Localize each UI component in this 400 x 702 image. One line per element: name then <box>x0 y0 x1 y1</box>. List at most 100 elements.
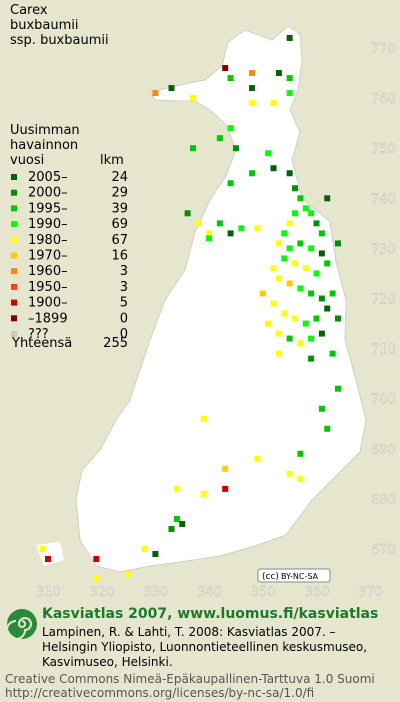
observation-square <box>152 90 159 97</box>
observation-square <box>275 350 282 357</box>
observation-square <box>286 34 293 41</box>
observation-square <box>227 180 234 187</box>
observation-square <box>318 250 325 257</box>
observation-square <box>302 265 309 272</box>
observation-square <box>200 490 207 497</box>
y-grid-label: 670 <box>371 543 396 558</box>
brand: Kasviatlas 2007, www.luomus.fi/kasviatla… <box>42 606 378 622</box>
observation-square <box>318 295 325 302</box>
observation-square <box>292 260 299 267</box>
legend-count: 3 <box>120 280 128 295</box>
observation-square <box>39 546 46 552</box>
observation-square <box>329 350 336 357</box>
legend-count: 67 <box>111 233 128 248</box>
observation-square <box>270 100 277 107</box>
legend-col-count: lkm <box>100 153 124 168</box>
legend-swatch <box>11 252 17 259</box>
observation-square <box>324 260 331 267</box>
observation-square <box>334 315 341 322</box>
legend-label: 1950– <box>28 280 68 295</box>
license-badge-label: BY-NC-SA <box>281 572 319 581</box>
observation-square <box>254 455 261 462</box>
observation-square <box>141 546 148 552</box>
observation-square <box>216 220 223 227</box>
legend-count: 39 <box>111 201 128 216</box>
observation-square <box>297 240 304 247</box>
license-text: http://creativecommons.org/licenses/by-n… <box>5 686 314 700</box>
observation-square <box>249 85 256 92</box>
y-grid-label: 700 <box>371 393 396 408</box>
observation-square <box>281 255 288 262</box>
observation-square <box>200 415 207 422</box>
x-grid-label: 350 <box>251 585 276 600</box>
observation-square <box>318 405 325 412</box>
legend-swatch <box>11 236 17 243</box>
observation-square <box>265 320 272 327</box>
legend-label: 1970– <box>28 249 68 264</box>
observation-square <box>249 100 256 107</box>
legend-label: 1995– <box>28 201 68 216</box>
observation-square <box>222 465 229 472</box>
legend-total: 255 <box>103 336 128 351</box>
observation-square <box>259 290 266 297</box>
species-name: ssp. buxbaumii <box>10 33 109 48</box>
y-grid-label: 730 <box>371 242 396 257</box>
observation-square <box>308 290 315 297</box>
observation-square <box>206 235 213 242</box>
x-grid-label: 360 <box>305 585 330 600</box>
observation-square <box>286 75 293 82</box>
observation-square <box>227 125 234 132</box>
legend-header: havainnon <box>10 138 78 153</box>
observation-square <box>275 240 282 247</box>
legend-label: 2005– <box>28 170 68 185</box>
citation: Lampinen, R. & Lahti, T. 2008: Kasviatla… <box>42 625 336 639</box>
observation-square <box>249 70 256 77</box>
observation-square <box>173 515 180 522</box>
observation-square <box>206 230 213 237</box>
observation-square <box>302 320 309 327</box>
observation-square <box>286 170 293 177</box>
observation-square <box>286 335 293 342</box>
species-name: Carex <box>10 3 48 18</box>
legend-count: 29 <box>111 186 128 201</box>
observation-square <box>270 165 277 172</box>
observation-square <box>275 70 282 77</box>
legend-header: Uusimman <box>10 123 80 138</box>
legend-label: ??? <box>28 327 49 342</box>
observation-square <box>173 485 180 492</box>
observation-square <box>324 425 331 432</box>
observation-square <box>238 225 245 232</box>
observation-square <box>286 90 293 97</box>
observation-square <box>222 65 229 72</box>
legend-swatch <box>11 268 17 275</box>
observation-square <box>227 230 234 237</box>
observation-square <box>313 315 320 322</box>
legend-label: –1899 <box>28 311 68 326</box>
citation: Kasvimuseo, Helsinki. <box>42 655 173 669</box>
observation-square <box>324 305 331 312</box>
y-grid-label: 740 <box>371 192 396 207</box>
y-grid-label: 720 <box>371 293 396 308</box>
y-grid-label: 690 <box>371 443 396 458</box>
x-grid-label: 310 <box>36 585 61 600</box>
observation-square <box>216 135 223 142</box>
observation-square <box>334 385 341 392</box>
species-name: buxbaumii <box>10 18 79 33</box>
legend-count: 0 <box>120 327 128 342</box>
observation-square <box>281 310 288 317</box>
legend-count: 24 <box>111 170 128 185</box>
y-grid-label: 760 <box>371 92 396 107</box>
observation-square <box>297 285 304 292</box>
observation-square <box>297 450 304 457</box>
observation-square <box>308 355 315 362</box>
observation-square <box>232 145 239 152</box>
legend-count: 3 <box>120 264 128 279</box>
license-text: Creative Commons Nimeä-Epäkaupallinen-Ta… <box>5 672 375 686</box>
x-grid-label: 370 <box>358 585 383 600</box>
legend-label: 1980– <box>28 233 68 248</box>
observation-square <box>195 220 202 227</box>
observation-square <box>227 75 234 82</box>
observation-square <box>286 280 293 287</box>
license-badge-text: (cc) <box>262 572 279 582</box>
observation-square <box>297 195 304 202</box>
